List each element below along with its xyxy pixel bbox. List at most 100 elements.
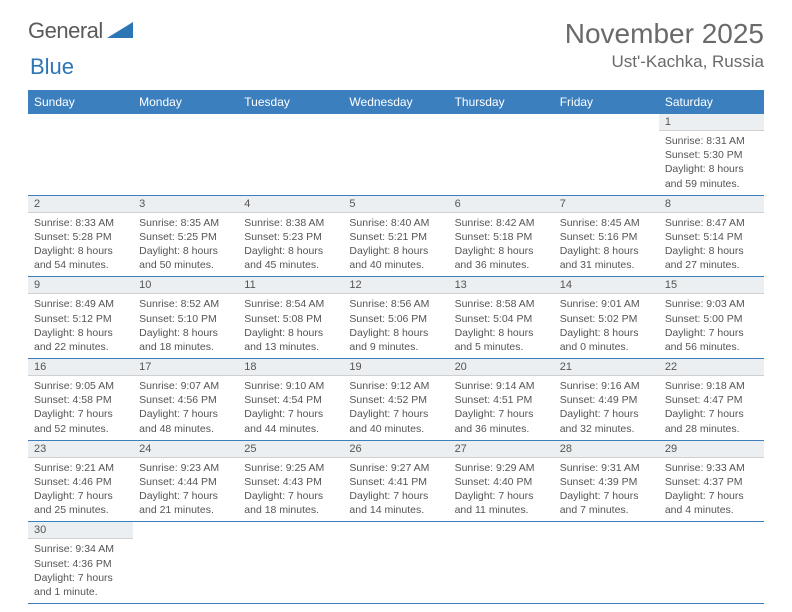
day-body: Sunrise: 9:23 AMSunset: 4:44 PMDaylight:…	[133, 458, 238, 522]
day-number: 13	[449, 277, 554, 294]
calendar-cell: 29Sunrise: 9:33 AMSunset: 4:37 PMDayligh…	[659, 440, 764, 522]
calendar-cell: 15Sunrise: 9:03 AMSunset: 5:00 PMDayligh…	[659, 277, 764, 359]
day-number: 6	[449, 196, 554, 213]
logo-text-general: General	[28, 18, 103, 44]
day-body: Sunrise: 9:21 AMSunset: 4:46 PMDaylight:…	[28, 458, 133, 522]
weekday-header: Tuesday	[238, 90, 343, 114]
day-number: 10	[133, 277, 238, 294]
day-body: Sunrise: 9:03 AMSunset: 5:00 PMDaylight:…	[659, 294, 764, 358]
day-body: Sunrise: 9:01 AMSunset: 5:02 PMDaylight:…	[554, 294, 659, 358]
day-body: Sunrise: 9:33 AMSunset: 4:37 PMDaylight:…	[659, 458, 764, 522]
month-title: November 2025	[565, 18, 764, 50]
calendar-cell	[238, 114, 343, 195]
day-number: 26	[343, 441, 448, 458]
calendar-cell: 16Sunrise: 9:05 AMSunset: 4:58 PMDayligh…	[28, 359, 133, 441]
day-number: 7	[554, 196, 659, 213]
day-number: 8	[659, 196, 764, 213]
weekday-header: Saturday	[659, 90, 764, 114]
title-block: November 2025 Ust'-Kachka, Russia	[565, 18, 764, 72]
calendar-cell	[133, 522, 238, 604]
calendar-cell	[28, 114, 133, 195]
calendar-cell: 27Sunrise: 9:29 AMSunset: 4:40 PMDayligh…	[449, 440, 554, 522]
calendar-cell: 22Sunrise: 9:18 AMSunset: 4:47 PMDayligh…	[659, 359, 764, 441]
calendar-cell: 28Sunrise: 9:31 AMSunset: 4:39 PMDayligh…	[554, 440, 659, 522]
calendar-cell: 11Sunrise: 8:54 AMSunset: 5:08 PMDayligh…	[238, 277, 343, 359]
day-body: Sunrise: 9:05 AMSunset: 4:58 PMDaylight:…	[28, 376, 133, 440]
day-body: Sunrise: 9:31 AMSunset: 4:39 PMDaylight:…	[554, 458, 659, 522]
day-body: Sunrise: 8:42 AMSunset: 5:18 PMDaylight:…	[449, 213, 554, 277]
calendar-cell: 18Sunrise: 9:10 AMSunset: 4:54 PMDayligh…	[238, 359, 343, 441]
day-number: 12	[343, 277, 448, 294]
calendar-cell: 9Sunrise: 8:49 AMSunset: 5:12 PMDaylight…	[28, 277, 133, 359]
calendar-cell: 2Sunrise: 8:33 AMSunset: 5:28 PMDaylight…	[28, 195, 133, 277]
day-body: Sunrise: 9:27 AMSunset: 4:41 PMDaylight:…	[343, 458, 448, 522]
calendar-cell: 14Sunrise: 9:01 AMSunset: 5:02 PMDayligh…	[554, 277, 659, 359]
day-body: Sunrise: 8:33 AMSunset: 5:28 PMDaylight:…	[28, 213, 133, 277]
calendar-row: 1Sunrise: 8:31 AMSunset: 5:30 PMDaylight…	[28, 114, 764, 195]
day-number: 20	[449, 359, 554, 376]
calendar-cell: 30Sunrise: 9:34 AMSunset: 4:36 PMDayligh…	[28, 522, 133, 604]
day-body: Sunrise: 9:10 AMSunset: 4:54 PMDaylight:…	[238, 376, 343, 440]
day-body: Sunrise: 8:40 AMSunset: 5:21 PMDaylight:…	[343, 213, 448, 277]
day-number: 19	[343, 359, 448, 376]
calendar-row: 23Sunrise: 9:21 AMSunset: 4:46 PMDayligh…	[28, 440, 764, 522]
calendar-cell	[343, 522, 448, 604]
calendar-cell: 21Sunrise: 9:16 AMSunset: 4:49 PMDayligh…	[554, 359, 659, 441]
calendar-cell: 8Sunrise: 8:47 AMSunset: 5:14 PMDaylight…	[659, 195, 764, 277]
calendar-cell: 13Sunrise: 8:58 AMSunset: 5:04 PMDayligh…	[449, 277, 554, 359]
day-body: Sunrise: 9:25 AMSunset: 4:43 PMDaylight:…	[238, 458, 343, 522]
calendar-cell	[449, 114, 554, 195]
day-number: 30	[28, 522, 133, 539]
calendar-cell	[133, 114, 238, 195]
calendar-cell	[554, 114, 659, 195]
day-body: Sunrise: 8:56 AMSunset: 5:06 PMDaylight:…	[343, 294, 448, 358]
day-body: Sunrise: 8:35 AMSunset: 5:25 PMDaylight:…	[133, 213, 238, 277]
calendar-cell: 24Sunrise: 9:23 AMSunset: 4:44 PMDayligh…	[133, 440, 238, 522]
day-number: 2	[28, 196, 133, 213]
day-body: Sunrise: 9:07 AMSunset: 4:56 PMDaylight:…	[133, 376, 238, 440]
day-number: 11	[238, 277, 343, 294]
day-number: 3	[133, 196, 238, 213]
calendar-row: 30Sunrise: 9:34 AMSunset: 4:36 PMDayligh…	[28, 522, 764, 604]
calendar-cell: 4Sunrise: 8:38 AMSunset: 5:23 PMDaylight…	[238, 195, 343, 277]
weekday-header: Monday	[133, 90, 238, 114]
calendar-cell	[238, 522, 343, 604]
day-body: Sunrise: 9:12 AMSunset: 4:52 PMDaylight:…	[343, 376, 448, 440]
logo-triangle-icon	[107, 18, 133, 44]
location: Ust'-Kachka, Russia	[565, 52, 764, 72]
day-body: Sunrise: 8:31 AMSunset: 5:30 PMDaylight:…	[659, 131, 764, 195]
calendar-table: SundayMondayTuesdayWednesdayThursdayFrid…	[28, 90, 764, 604]
day-body: Sunrise: 9:18 AMSunset: 4:47 PMDaylight:…	[659, 376, 764, 440]
day-number: 5	[343, 196, 448, 213]
day-body: Sunrise: 9:29 AMSunset: 4:40 PMDaylight:…	[449, 458, 554, 522]
day-number: 18	[238, 359, 343, 376]
calendar-cell	[659, 522, 764, 604]
calendar-cell: 10Sunrise: 8:52 AMSunset: 5:10 PMDayligh…	[133, 277, 238, 359]
day-number: 25	[238, 441, 343, 458]
logo: General	[28, 18, 135, 44]
calendar-body: 1Sunrise: 8:31 AMSunset: 5:30 PMDaylight…	[28, 114, 764, 604]
day-number: 9	[28, 277, 133, 294]
calendar-cell: 5Sunrise: 8:40 AMSunset: 5:21 PMDaylight…	[343, 195, 448, 277]
calendar-cell	[554, 522, 659, 604]
calendar-cell	[449, 522, 554, 604]
day-body: Sunrise: 8:52 AMSunset: 5:10 PMDaylight:…	[133, 294, 238, 358]
day-body: Sunrise: 9:14 AMSunset: 4:51 PMDaylight:…	[449, 376, 554, 440]
calendar-cell: 23Sunrise: 9:21 AMSunset: 4:46 PMDayligh…	[28, 440, 133, 522]
day-body: Sunrise: 8:45 AMSunset: 5:16 PMDaylight:…	[554, 213, 659, 277]
day-number: 22	[659, 359, 764, 376]
logo-text-blue: Blue	[30, 54, 74, 79]
weekday-header: Thursday	[449, 90, 554, 114]
day-body: Sunrise: 8:58 AMSunset: 5:04 PMDaylight:…	[449, 294, 554, 358]
calendar-row: 9Sunrise: 8:49 AMSunset: 5:12 PMDaylight…	[28, 277, 764, 359]
calendar-cell: 7Sunrise: 8:45 AMSunset: 5:16 PMDaylight…	[554, 195, 659, 277]
day-number: 14	[554, 277, 659, 294]
day-number: 27	[449, 441, 554, 458]
calendar-cell	[343, 114, 448, 195]
calendar-cell: 25Sunrise: 9:25 AMSunset: 4:43 PMDayligh…	[238, 440, 343, 522]
day-body: Sunrise: 8:38 AMSunset: 5:23 PMDaylight:…	[238, 213, 343, 277]
weekday-header: Sunday	[28, 90, 133, 114]
day-number: 16	[28, 359, 133, 376]
calendar-cell: 12Sunrise: 8:56 AMSunset: 5:06 PMDayligh…	[343, 277, 448, 359]
calendar-header-row: SundayMondayTuesdayWednesdayThursdayFrid…	[28, 90, 764, 114]
